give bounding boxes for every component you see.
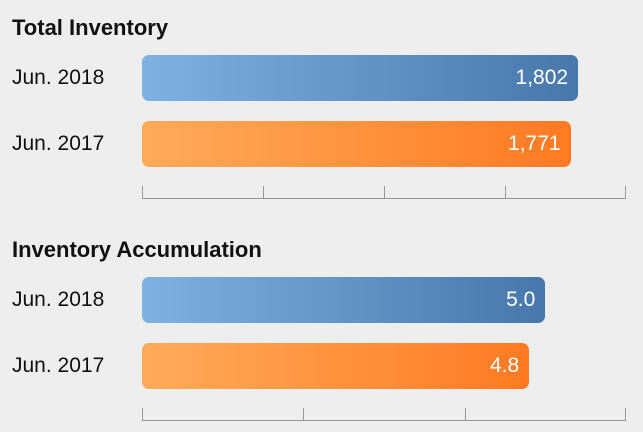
axis-tick	[464, 408, 466, 421]
bar-jun-2017: 4.8	[142, 343, 530, 389]
panel-title: Total Inventory	[12, 15, 169, 40]
axis-tick	[303, 408, 305, 421]
x-axis	[142, 407, 626, 421]
bar-value-label: 1,771	[508, 132, 561, 155]
bar-row-jun-2017: Jun. 2017 4.8	[0, 343, 643, 389]
category-label: Jun. 2018	[12, 66, 105, 89]
bar-row-jun-2017: Jun. 2017 1,771	[0, 121, 643, 167]
x-axis	[142, 185, 626, 199]
axis-tick	[142, 186, 143, 199]
category-label: Jun. 2017	[12, 354, 105, 377]
bar-value-label: 4.8	[489, 354, 520, 377]
panel-title: Inventory Accumulation	[12, 237, 262, 262]
category-label: Jun. 2018	[12, 288, 105, 311]
bar-jun-2018: 1,802	[142, 55, 579, 101]
axis-line	[142, 420, 626, 421]
bar-jun-2018: 5.0	[142, 277, 546, 323]
axis-tick	[142, 408, 143, 421]
axis-tick	[505, 186, 506, 199]
bar-value-label: 1,802	[515, 66, 569, 89]
axis-tick	[625, 186, 626, 199]
bar-row-jun-2018: Jun. 2018 1,802	[0, 55, 643, 101]
axis-tick	[625, 408, 626, 421]
axis-tick	[263, 186, 264, 199]
category-label: Jun. 2017	[12, 132, 105, 155]
bar-value-label: 5.0	[506, 288, 536, 311]
bar-row-jun-2018: Jun. 2018 5.0	[0, 277, 643, 323]
axis-tick	[384, 186, 385, 199]
bar-jun-2017: 1,771	[142, 121, 571, 167]
